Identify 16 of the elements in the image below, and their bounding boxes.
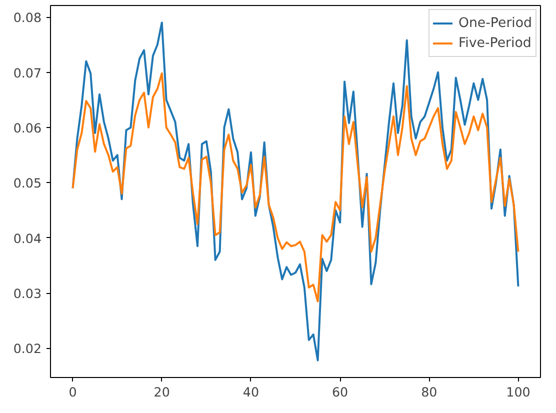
- x-tick-label: 60: [332, 384, 348, 400]
- x-tick-label: 0: [68, 384, 77, 400]
- y-tick-label: 0.04: [13, 230, 42, 246]
- legend-label: Five-Period: [458, 36, 532, 50]
- y-tick-label: 0.05: [13, 176, 42, 191]
- line-series: [72, 72, 520, 302]
- x-tick-label: 40: [242, 384, 260, 400]
- x-tick-label: 100: [506, 384, 530, 400]
- y-tick-label: 0.08: [13, 10, 42, 26]
- y-tick-label: 0.06: [13, 120, 42, 136]
- x-tick-label: 20: [154, 384, 170, 400]
- x-tick-label: 80: [421, 384, 438, 400]
- y-tick-label: 0.03: [13, 286, 42, 302]
- y-tick-label: 0.07: [13, 65, 42, 80]
- y-tick-label: 0.02: [13, 341, 42, 356]
- legend-label: One-Period: [458, 16, 532, 30]
